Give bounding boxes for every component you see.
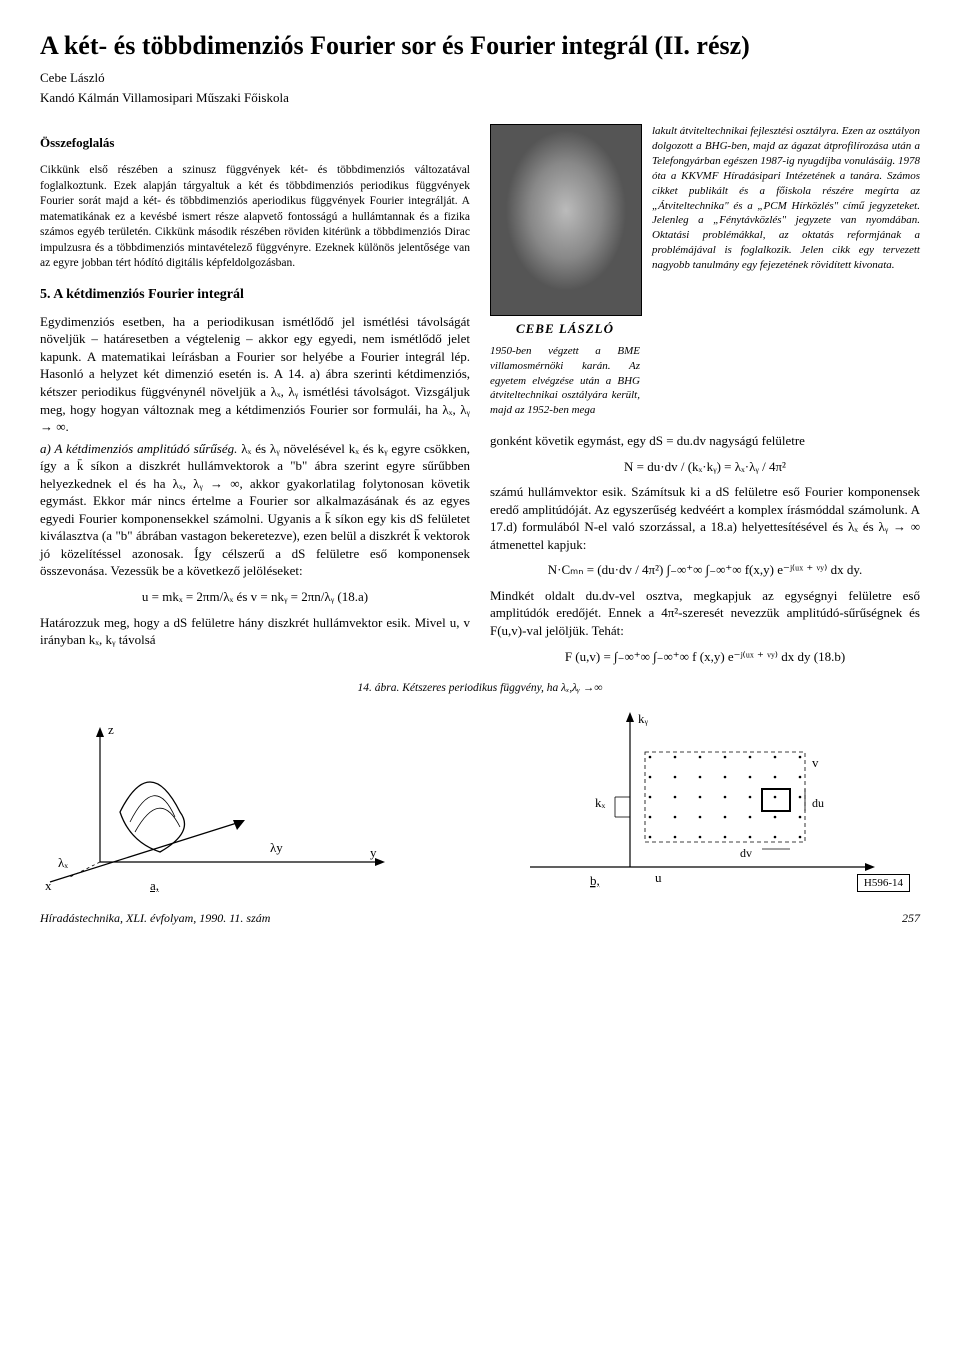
rcol-para-2: számú hullámvektor esik. Számítsuk ki a …	[490, 483, 920, 553]
right-column: CEBE LÁSZLÓ 1950-ben végzett a BME villa…	[490, 124, 920, 673]
formula-NC: N·Cₘₙ = (du·dv / 4π²) ∫₋∞⁺∞ ∫₋∞⁺∞ f(x,y)…	[490, 561, 920, 579]
x-axis-label: x	[45, 878, 52, 892]
author: Cebe László	[40, 69, 920, 87]
left-column: Összefoglalás Cikkünk első részében a sz…	[40, 124, 470, 673]
fig-b-label: b,	[590, 873, 600, 888]
formula-F: F (u,v) = ∫₋∞⁺∞ ∫₋∞⁺∞ f (x,y) e⁻ʲ⁽ᵘˣ ⁺ ᵛ…	[490, 648, 920, 666]
para-3: Határozzuk meg, hogy a dS felületre hány…	[40, 614, 470, 649]
para-2b: λₓ és λᵧ növelésével kₓ és kᵧ egyre csök…	[40, 441, 470, 579]
u-label: u	[655, 870, 662, 885]
affiliation: Kandó Kálmán Villamosipari Műszaki Főisk…	[40, 89, 920, 107]
abstract-text: Cikkünk első részében a szinusz függvény…	[40, 163, 470, 272]
fig14-b: kᵧ v du dv	[500, 707, 920, 893]
figure-14: 14. ábra. Kétszeres periodikus függvény,…	[40, 681, 920, 892]
bio-right-text: lakult átviteltechnikai fejlesztési oszt…	[652, 124, 920, 418]
formula-18a: u = mkₓ = 2πm/λₓ és v = nkᵧ = 2πn/λᵧ (18…	[40, 588, 470, 606]
v-label: v	[812, 755, 819, 770]
para-2a-italic: a) A kétdimenziós amplitúdó sűrűség.	[40, 441, 237, 456]
abstract-label: Összefoglalás	[40, 134, 470, 152]
page-number: 257	[902, 910, 920, 926]
du-label: du	[812, 796, 824, 810]
lambda-y-label: λy	[270, 840, 283, 855]
page-footer: Híradástechnika, XLI. évfolyam, 1990. 11…	[40, 910, 920, 926]
rcol-para-3: Mindkét oldalt du.dv-vel osztva, megkapj…	[490, 587, 920, 640]
kspace-grid	[649, 755, 802, 838]
figure-box-label: H596-14	[857, 874, 910, 893]
y-axis-label: y	[370, 845, 377, 860]
lambda-x-label: λₓ	[58, 855, 68, 870]
author-portrait	[490, 124, 642, 316]
formula-N: N = du·dv / (kₓ·kᵧ) = λₓ·λᵧ / 4π²	[490, 458, 920, 476]
rcol-para-1: gonként követik egymást, egy dS = du.dv …	[490, 432, 920, 450]
dv-label: dv	[740, 846, 752, 860]
bio-name: CEBE LÁSZLÓ	[490, 320, 640, 338]
para-1: Egydimenziós esetben, ha a periodikusan …	[40, 313, 470, 436]
fig14-caption: 14. ábra. Kétszeres periodikus függvény,…	[40, 681, 920, 697]
page-title: A két- és többdimenziós Fourier sor és F…	[40, 30, 920, 61]
journal-ref: Híradástechnika, XLI. évfolyam, 1990. 11…	[40, 910, 270, 926]
z-axis-label: z	[108, 722, 114, 737]
bio-block: CEBE LÁSZLÓ 1950-ben végzett a BME villa…	[490, 124, 640, 418]
section-5-heading: 5. A kétdimenziós Fourier integrál	[40, 286, 470, 305]
fig14-a: z x y λy λₓ a,	[40, 712, 460, 892]
ky-axis-label: kᵧ	[638, 711, 649, 727]
fig-a-label: a,	[150, 878, 159, 892]
kx-label: kₓ	[595, 795, 606, 810]
bio-left-text: 1950-ben végzett a BME villamosmérnöki k…	[490, 344, 640, 418]
para-2: a) A kétdimenziós amplitúdó sűrűség. λₓ …	[40, 440, 470, 580]
